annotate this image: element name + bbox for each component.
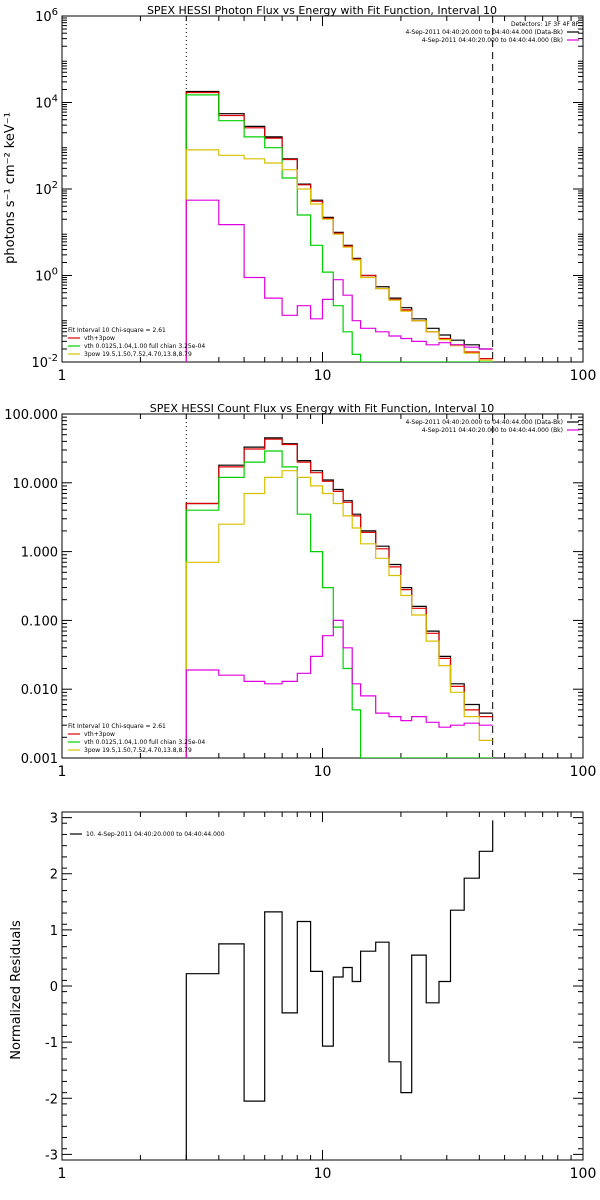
photon-flux-panel: SPEX HESSI Photon Flux vs Energy with Fi… xyxy=(3,4,596,384)
residuals-x-tick-label: 100 xyxy=(570,1166,597,1182)
photon-flux-series-1-line xyxy=(185,91,493,362)
count-flux-legend-bottom-left-text: 3pow 19.5,1.50,7.52,4.70,13.8,8.79 xyxy=(84,747,192,754)
residuals-panel: Normalized Residuals 1 10 100 -3 -2 -1 0 1 2 3 10.… xyxy=(9,811,597,1182)
residuals-y-tick-label: -1 xyxy=(45,1036,58,1051)
count-flux-series-3-line xyxy=(185,470,493,758)
photon-flux-y-tick-label: 104 xyxy=(35,94,58,112)
photon-flux-legend-top-right-text: Detectors: 1F 3F 4F 8F xyxy=(511,21,580,28)
photon-flux-legend-bottom-left-text: vth 0.0125,1.04,1.00 full chian 3.25e-04 xyxy=(84,343,205,350)
residuals-y-tick-label: 1 xyxy=(50,924,58,939)
count-flux-title: SPEX HESSI Count Flux vs Energy with Fit… xyxy=(150,402,494,415)
count-flux-x-tick-label: 1 xyxy=(58,764,67,780)
count-flux-y-tick-label: 0.100 xyxy=(21,614,58,629)
photon-flux-y-tick-label: 100 xyxy=(35,267,58,285)
residuals-series-0-line xyxy=(185,820,494,1160)
count-flux-x-tick-label: 10 xyxy=(314,764,332,780)
count-flux-y-tick-label: 0.010 xyxy=(21,683,58,698)
photon-flux-legend-bottom-left-text: 3pow 19.5,1.50,7.52,4.70,13.8,8.79 xyxy=(84,351,192,358)
photon-flux-series-2-line xyxy=(185,94,493,362)
residuals-y-tick-label: 2 xyxy=(50,868,58,883)
count-flux-y-tick-label: 10.000 xyxy=(13,477,59,492)
residuals-y-tick-label: 0 xyxy=(50,980,58,995)
count-flux-series-1-line xyxy=(185,438,493,758)
residuals-legend-top-left-text: 10. 4-Sep-2011 04:40:20.000 to 04:40:44.… xyxy=(86,831,225,838)
count-flux-legend-bottom-left-text: vth 0.0125,1.04,1.00 full chian 3.25e-04 xyxy=(84,739,205,746)
count-flux-y-tick-label: 100.000 xyxy=(4,408,58,423)
photon-flux-legend-top-right-text: 4-Sep-2011 04:40:20.000 to 04:40:44.000 … xyxy=(405,29,563,36)
photon-flux-series-0-line xyxy=(185,90,493,362)
photon-flux-y-tick-label: 106 xyxy=(35,7,58,25)
count-flux-legend-top-right-text: 4-Sep-2011 04:40:20.000 to 04:40:44.000 … xyxy=(422,427,563,434)
photon-flux-legend-bottom-left-text: Fit Interval 10 Chi-square = 2.61 xyxy=(68,327,166,334)
count-flux-series-4-line xyxy=(185,619,493,758)
photon-flux-y-tick-label: 10-2 xyxy=(31,353,58,371)
photon-flux-title: SPEX HESSI Photon Flux vs Energy with Fi… xyxy=(147,4,497,17)
photon-flux-x-tick-label: 1 xyxy=(58,368,67,384)
count-flux-series-0-line xyxy=(185,437,493,758)
photon-flux-x-tick-label: 100 xyxy=(570,368,597,384)
photon-flux-series-3-line xyxy=(185,149,493,362)
count-flux-legend-bottom-left-text: Fit Interval 10 Chi-square = 2.61 xyxy=(68,723,166,730)
photon-flux-legend-top-right-text: 4-Sep-2011 04:40:20.000 to 04:40:44.000 … xyxy=(422,37,563,44)
photon-flux-y-axis-label: photons s⁻¹ cm⁻² keV⁻¹ xyxy=(3,112,18,264)
residuals-y-tick-label: -2 xyxy=(45,1092,58,1107)
count-flux-y-tick-label: 1.000 xyxy=(21,546,58,561)
residuals-y-axis-label: Normalized Residuals xyxy=(9,920,24,1060)
residuals-y-tick-label: -3 xyxy=(45,1148,58,1163)
residuals-x-tick-label: 10 xyxy=(314,1166,332,1182)
residuals-x-tick-label: 1 xyxy=(58,1166,67,1182)
count-flux-panel: SPEX HESSI Count Flux vs Energy with Fit… xyxy=(4,402,596,780)
residuals-y-tick-label: 3 xyxy=(50,812,58,827)
count-flux-legend-top-right-text: 4-Sep-2011 04:40:20.000 to 04:40:44.000 … xyxy=(405,419,563,426)
photon-flux-x-tick-label: 10 xyxy=(314,368,332,384)
count-flux-x-tick-label: 100 xyxy=(570,764,597,780)
count-flux-legend-bottom-left-text: vth+3pow xyxy=(84,731,115,738)
photon-flux-series-4-line xyxy=(185,199,493,362)
photon-flux-legend-bottom-left-text: vth+3pow xyxy=(84,335,115,342)
photon-flux-y-tick-label: 102 xyxy=(35,180,58,198)
count-flux-series-2-line xyxy=(185,450,493,758)
count-flux-y-tick-label: 0.001 xyxy=(21,752,58,767)
